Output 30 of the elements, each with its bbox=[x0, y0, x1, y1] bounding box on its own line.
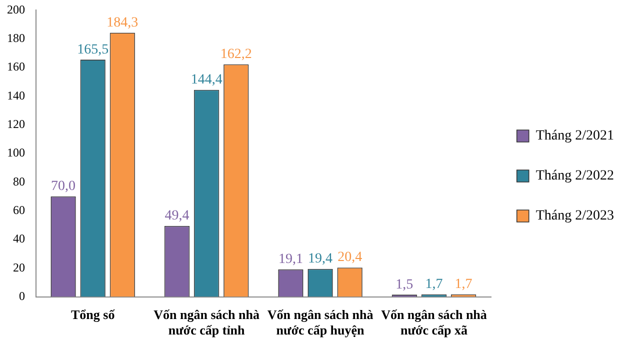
x-tick-label: Vốn ngân sách nhà nước cấp xã bbox=[381, 306, 488, 338]
x-tick-label: Vốn ngân sách nhà nước cấp tỉnh bbox=[154, 306, 260, 338]
y-tick-label: 140 bbox=[7, 88, 25, 102]
data-label: 144,4 bbox=[190, 72, 222, 88]
data-label: 184,3 bbox=[106, 15, 138, 30]
y-tick-label: 20 bbox=[13, 260, 25, 274]
data-label: 165,5 bbox=[77, 42, 109, 58]
legend-label: Tháng 2/2021 bbox=[536, 128, 614, 144]
y-tick-label: 40 bbox=[13, 232, 25, 246]
data-label: 19,1 bbox=[278, 252, 303, 268]
y-tick-label: 0 bbox=[19, 288, 25, 303]
legend-label: Tháng 2/2023 bbox=[536, 208, 614, 224]
legend-label: Tháng 2/2022 bbox=[536, 168, 614, 184]
x-tick-label: Vốn ngân sách nhà nước cấp huyện bbox=[267, 306, 374, 338]
y-tick-label: 160 bbox=[7, 60, 25, 74]
data-label: 1,5 bbox=[396, 277, 414, 292]
data-label: 70,0 bbox=[51, 179, 76, 194]
y-tick-label: 60 bbox=[13, 202, 25, 217]
data-label: 1,7 bbox=[454, 277, 472, 292]
y-tick-label: 180 bbox=[7, 31, 25, 46]
y-tick-label: 200 bbox=[7, 2, 25, 16]
data-label: 19,4 bbox=[308, 252, 333, 267]
data-label: 20,4 bbox=[338, 250, 362, 266]
data-label: 1,7 bbox=[425, 277, 443, 292]
y-tick-label: 80 bbox=[13, 174, 25, 188]
x-tick-label: Tổng số bbox=[70, 306, 116, 322]
y-tick-label: 100 bbox=[7, 146, 25, 160]
data-label: 162,2 bbox=[220, 47, 252, 62]
y-tick-label: 120 bbox=[7, 116, 25, 131]
data-label: 49,4 bbox=[164, 208, 190, 224]
